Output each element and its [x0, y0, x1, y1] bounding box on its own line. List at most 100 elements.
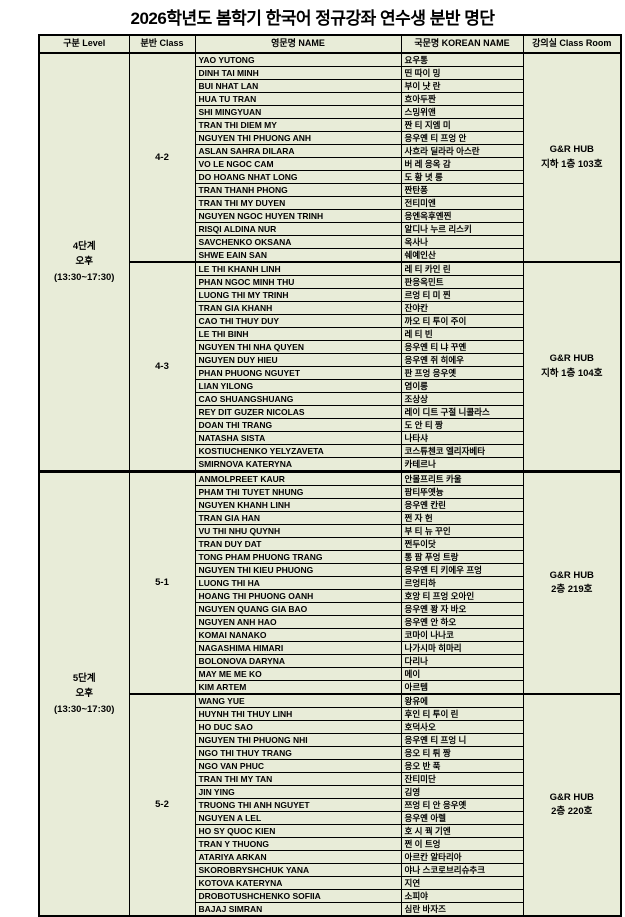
student-korean-name-cell: 짠 티 지엠 미 — [400, 118, 524, 132]
table-row: HOANG THI PHUONG OANH 호앙 티 프엉 오아인 — [39, 589, 621, 603]
table-header: 구분 Level 분반 Class 영문명 NAME 국문명 KOREAN NA… — [38, 34, 622, 54]
student-korean-name-cell: 흐아두짠 — [400, 92, 524, 106]
student-name-cell: NGUYEN NGOC HUYEN TRINH — [194, 209, 402, 223]
student-name-cell: LUONG THI HA — [194, 576, 402, 590]
class-room-cell: G&R HUB 2층 219호 — [522, 470, 622, 695]
student-korean-name-cell: 르엉티하 — [400, 576, 524, 590]
student-korean-name-cell: 잔야칸 — [400, 301, 524, 315]
student-korean-name-cell: 응우옌 티 냐 꾸옌 — [400, 340, 524, 354]
student-korean-name-cell: 응우옌 안 하오 — [400, 615, 524, 629]
table-row: HUA TU TRAN 흐아두짠 — [39, 92, 621, 106]
student-name-cell: DO HOANG NHAT LONG — [194, 170, 402, 184]
table-row: 4-3 LE THI KHANH LINH 레 티 카인 린 G&R HUB 지하 1층… — [39, 261, 622, 472]
student-korean-name-cell: 판 프엉 응우옛 — [400, 366, 524, 380]
student-name-cell: TRAN THI DIEM MY — [194, 118, 402, 132]
table-row: LUONG THI MY TRINH 르엉 티 미 찐 — [39, 288, 621, 302]
student-name-cell: HOANG THI PHUONG OANH — [194, 589, 402, 603]
student-korean-name-cell: 호 시 꿕 기엔 — [400, 824, 524, 838]
header-level: 구분 Level — [38, 34, 130, 54]
student-name-cell: DOAN THI TRANG — [194, 418, 402, 432]
table-body: 4단계 오후 (13:30~17:30) 4-2 YAO YUTONG 요우통 G&R HU… — [38, 52, 622, 917]
table-row: NGUYEN THI KIEU PHUONG 응우옌 티 키에우 프엉 — [39, 563, 621, 577]
student-korean-name-cell: 나타샤 — [400, 431, 524, 445]
student-korean-name-cell: 도 황 녓 롱 — [400, 170, 524, 184]
student-name-cell: NGUYEN THI PHUONG ANH — [194, 131, 402, 145]
table-row: CAO SHUANGSHUANG 조상상 — [39, 392, 621, 406]
table-row: SHI MINGYUAN 스밍위앤 — [39, 105, 621, 119]
roster-table: 구분 Level 분반 Class 영문명 NAME 국문명 KOREAN NA… — [38, 34, 622, 917]
table-row: DINH TAI MINH 띤 따이 밍 — [39, 66, 621, 80]
student-name-cell: VO LE NGOC CAM — [194, 157, 402, 171]
student-korean-name-cell: 쉐예인산 — [400, 248, 524, 263]
student-name-cell: PHAN NGOC MINH THU — [194, 275, 402, 289]
class-label-cell: 4-2 — [128, 52, 196, 263]
student-korean-name-cell: 김영 — [400, 785, 524, 799]
student-korean-name-cell: 전티미엔 — [400, 196, 524, 210]
level-cell: 5단계 오후 (13:30~17:30) — [38, 470, 130, 917]
student-korean-name-cell: 응우옌 쥐 히에우 — [400, 353, 524, 367]
table-row: PHAN NGOC MINH THU 판응옥민트 — [39, 275, 621, 289]
table-row: LE THI BINH 레 티 빈 — [39, 327, 621, 341]
student-korean-name-cell: 요우통 — [400, 52, 524, 67]
page-title: 2026학년도 봄학기 한국어 정규강좌 연수생 분반 명단 — [130, 9, 495, 28]
table-row: 4단계 오후 (13:30~17:30) 4-2 YAO YUTONG 요우통 G&R HU… — [38, 52, 622, 472]
student-korean-name-cell: 알디나 누르 리스키 — [400, 222, 524, 236]
student-name-cell: SKOROBRYSHCHUK YANA — [194, 863, 402, 877]
student-name-cell: DROBOTUSHCHENKO SOFIIA — [194, 889, 402, 903]
student-name-cell: WANG YUE — [194, 693, 402, 708]
class-room-cell: G&R HUB 지하 1층 103호 — [522, 52, 622, 263]
student-korean-name-cell: 야나 스코로브리슈추크 — [400, 863, 524, 877]
student-name-cell: MAY ME ME KO — [194, 667, 402, 681]
student-korean-name-cell: 메이 — [400, 667, 524, 681]
student-korean-name-cell: 아르템 — [400, 680, 524, 695]
student-korean-name-cell: 레이 디트 구절 니콜라스 — [400, 405, 524, 419]
student-korean-name-cell: 응우옌 티 프엉 니 — [400, 733, 524, 747]
student-korean-name-cell: 레 티 빈 — [400, 327, 524, 341]
student-name-cell: TRAN Y THUONG — [194, 837, 402, 851]
student-name-cell: JIN YING — [194, 785, 402, 799]
class-label-cell: 5-2 — [128, 693, 196, 917]
table-row: VU THI NHU QUYNH 부 티 뉴 꾸인 — [39, 524, 621, 538]
student-name-cell: NAGASHIMA HIMARI — [194, 641, 402, 655]
student-korean-name-cell: 코마이 나나코 — [400, 628, 524, 642]
student-name-cell: YAO YUTONG — [194, 52, 402, 67]
student-name-cell: HO DUC SAO — [194, 720, 402, 734]
table-row: ASLAN SAHRA DILARA 사흐라 딜라라 아스란 — [39, 144, 621, 158]
student-name-cell: LE THI KHANH LINH — [194, 261, 402, 276]
student-name-cell: TRAN GIA HAN — [194, 511, 402, 525]
table-row: NGUYEN THI PHUONG ANH 응우옌 티 프엉 안 — [39, 131, 621, 145]
table-row: NGUYEN NGOC HUYEN TRINH 응엔옥후옌찐 — [39, 209, 621, 223]
table-row: REY DIT GUZER NICOLAS 레이 디트 구절 니콜라스 — [39, 405, 621, 419]
header-korean-name: 국문명 KOREAN NAME — [400, 34, 524, 54]
table-row: TRAN Y THUONG 쩐 이 트엉 — [39, 837, 621, 851]
student-korean-name-cell: 팜티뚜옛늉 — [400, 485, 524, 499]
student-korean-name-cell: 쩐두이닷 — [400, 537, 524, 551]
student-name-cell: ASLAN SAHRA DILARA — [194, 144, 402, 158]
student-name-cell: TRAN GIA KHANH — [194, 301, 402, 315]
student-korean-name-cell: 안몰프리트 카울 — [400, 470, 524, 486]
student-name-cell: CAO THI THUY DUY — [194, 314, 402, 328]
student-name-cell: ATARIYA ARKAN — [194, 850, 402, 864]
student-korean-name-cell: 응우옌 티 키에우 프엉 — [400, 563, 524, 577]
student-name-cell: ANMOLPREET KAUR — [194, 470, 402, 486]
student-name-cell: NGUYEN THI NHA QUYEN — [194, 340, 402, 354]
table-row: NGO THI THUY TRANG 응오 티 튀 짱 — [39, 746, 621, 760]
student-korean-name-cell: 판응옥민트 — [400, 275, 524, 289]
table-row: TONG PHAM PHUONG TRANG 통 팜 푸엉 트랑 — [39, 550, 621, 564]
student-korean-name-cell: 다리나 — [400, 654, 524, 668]
student-korean-name-cell: 부 티 뉴 꾸인 — [400, 524, 524, 538]
student-name-cell: DINH TAI MINH — [194, 66, 402, 80]
student-name-cell: LE THI BINH — [194, 327, 402, 341]
student-korean-name-cell: 호덕사오 — [400, 720, 524, 734]
table-row: PHAM THI TUYET NHUNG 팜티뚜옛늉 — [39, 485, 621, 499]
student-korean-name-cell: 후인 티 투이 린 — [400, 707, 524, 721]
student-korean-name-cell: 부이 냣 란 — [400, 79, 524, 93]
student-name-cell: HUYNH THI THUY LINH — [194, 707, 402, 721]
table-row: TRAN THI MY DUYEN 전티미엔 — [39, 196, 621, 210]
student-korean-name-cell: 응우옌 꽝 자 바오 — [400, 602, 524, 616]
level-cell: 4단계 오후 (13:30~17:30) — [38, 52, 130, 472]
student-korean-name-cell: 스밍위앤 — [400, 105, 524, 119]
header-name: 영문명 NAME — [194, 34, 402, 54]
student-korean-name-cell: 통 팜 푸엉 트랑 — [400, 550, 524, 564]
student-name-cell: NGUYEN THI PHUONG NHI — [194, 733, 402, 747]
